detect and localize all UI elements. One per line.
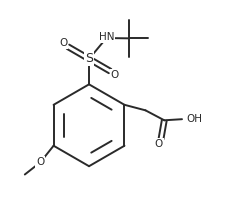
Text: O: O (59, 38, 67, 48)
Text: O: O (36, 157, 44, 167)
Text: O: O (155, 138, 163, 149)
Text: OH: OH (187, 114, 203, 124)
Text: O: O (111, 70, 119, 80)
Text: S: S (85, 52, 93, 65)
Text: HN: HN (99, 32, 114, 42)
